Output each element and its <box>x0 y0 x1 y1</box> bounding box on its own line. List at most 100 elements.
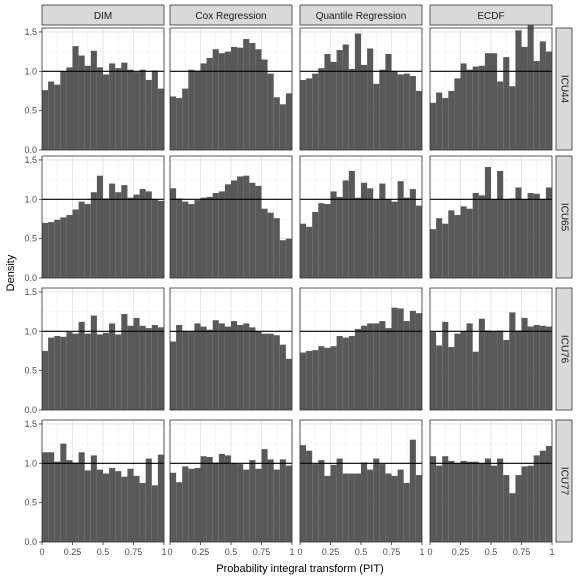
histogram-bar <box>182 201 189 278</box>
histogram-bar <box>42 452 49 542</box>
histogram-bar <box>454 215 461 278</box>
histogram-bar <box>367 188 374 278</box>
x-tick-label: 1 <box>549 547 554 557</box>
histogram-bar <box>78 321 85 410</box>
panel-icu65-dim <box>41 155 165 279</box>
histogram-bar <box>145 328 152 410</box>
histogram-bar <box>84 333 91 410</box>
histogram-bar <box>300 223 307 278</box>
histogram-bar <box>379 183 386 278</box>
histogram-bar <box>460 63 467 150</box>
histogram-bar <box>342 473 349 542</box>
row-strip-label: ICU44 <box>559 75 570 104</box>
histogram-bar <box>509 312 516 410</box>
histogram-bar <box>545 445 552 542</box>
histogram-bar <box>403 482 410 542</box>
y-tick-label: 0.5 <box>24 498 37 508</box>
panel-icu76-quantile-regression <box>299 287 423 411</box>
histogram-bar <box>231 46 238 151</box>
panel-border <box>169 155 293 279</box>
column-strip-label: DIM <box>94 11 112 22</box>
histogram-bar <box>273 469 280 542</box>
histogram-bar <box>231 463 238 542</box>
panel-icu44-dim <box>41 27 165 151</box>
histogram-bar <box>176 482 183 542</box>
histogram-bar <box>300 352 307 410</box>
column-strip-ecdf: ECDF <box>429 4 553 26</box>
histogram-bar <box>397 74 404 150</box>
x-tick-label: 0.75 <box>383 547 401 557</box>
histogram-bar <box>448 460 455 542</box>
x-tick-label: 0.75 <box>125 547 143 557</box>
histogram-bar <box>188 331 195 410</box>
row-strip-label: ICU77 <box>559 467 570 496</box>
column-strip-dim: DIM <box>41 4 165 26</box>
histogram-bar <box>84 204 91 278</box>
histogram-bar <box>491 331 498 410</box>
histogram-bar <box>267 73 274 150</box>
histogram-bar <box>127 468 134 542</box>
histogram-bar <box>373 83 380 150</box>
histogram-bar <box>121 185 128 278</box>
panel-icu65-cox-regression <box>169 155 293 279</box>
y-tick-label: 1.0 <box>24 326 37 336</box>
strip-background <box>169 4 293 26</box>
x-tick-label: 0.25 <box>64 547 82 557</box>
histogram-bar <box>249 460 256 542</box>
histogram-bar <box>127 197 134 278</box>
histogram-bar <box>491 53 498 150</box>
histogram-bar <box>170 188 177 278</box>
histogram-bar <box>478 463 485 542</box>
histogram-bar <box>503 57 510 150</box>
histogram-bar <box>249 182 256 278</box>
histogram-bar <box>527 326 534 410</box>
histogram-bar <box>409 76 416 150</box>
strip-background <box>41 4 165 26</box>
histogram-bar <box>243 469 250 542</box>
histogram-bar <box>54 336 61 410</box>
histogram-bar <box>255 468 262 542</box>
histogram-bar <box>403 321 410 410</box>
histogram-bar <box>533 193 540 278</box>
histogram-bar <box>391 71 398 150</box>
histogram-bar <box>109 468 116 542</box>
histogram-bar <box>78 201 85 278</box>
y-tick-label: 0.0 <box>24 145 37 155</box>
histogram-bar <box>206 57 213 150</box>
histogram-bar <box>379 69 386 150</box>
histogram-bar <box>300 445 307 542</box>
histogram-bar <box>430 332 437 410</box>
histogram-bar <box>157 200 164 278</box>
histogram-bar <box>66 67 73 150</box>
panel-border <box>429 287 553 411</box>
histogram-bar <box>348 170 355 278</box>
histogram-bar <box>267 212 274 278</box>
histogram-bar <box>121 62 128 150</box>
histogram-bar <box>279 240 286 278</box>
histogram-bar <box>318 203 325 278</box>
histogram-bar <box>436 92 443 150</box>
histogram-bar <box>255 331 262 410</box>
histogram-bar <box>379 464 386 542</box>
panel-icu76-cox-regression <box>169 287 293 411</box>
row-strip-icu65: ICU65 <box>555 155 573 279</box>
panel-border <box>41 287 165 411</box>
histogram-bar <box>460 331 467 410</box>
histogram-bar <box>318 460 325 542</box>
histogram-bar <box>409 189 416 278</box>
histogram-bar <box>90 455 97 542</box>
histogram-bar <box>139 325 146 410</box>
x-tick-label: 0.5 <box>97 547 110 557</box>
histogram-bar <box>243 175 250 278</box>
histogram-bar <box>151 70 158 150</box>
histogram-bar <box>84 65 91 150</box>
y-tick-label: 1.5 <box>24 419 37 429</box>
histogram-bar <box>391 475 398 542</box>
histogram-bar <box>206 456 213 542</box>
histogram-bar <box>60 443 67 542</box>
histogram-bar <box>139 482 146 542</box>
histogram-bar <box>261 449 268 542</box>
histogram-bar <box>478 65 485 150</box>
histogram-bar <box>273 335 280 410</box>
histogram-bar <box>342 44 349 150</box>
